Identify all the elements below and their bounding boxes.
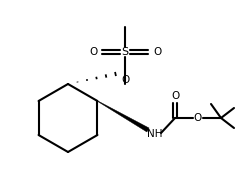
Text: S: S bbox=[122, 47, 128, 57]
Text: O: O bbox=[171, 91, 179, 101]
Text: O: O bbox=[194, 113, 202, 123]
Text: NH: NH bbox=[147, 129, 163, 139]
Text: O: O bbox=[122, 75, 130, 85]
Text: O: O bbox=[89, 47, 97, 57]
Text: O: O bbox=[153, 47, 161, 57]
Polygon shape bbox=[97, 101, 149, 132]
